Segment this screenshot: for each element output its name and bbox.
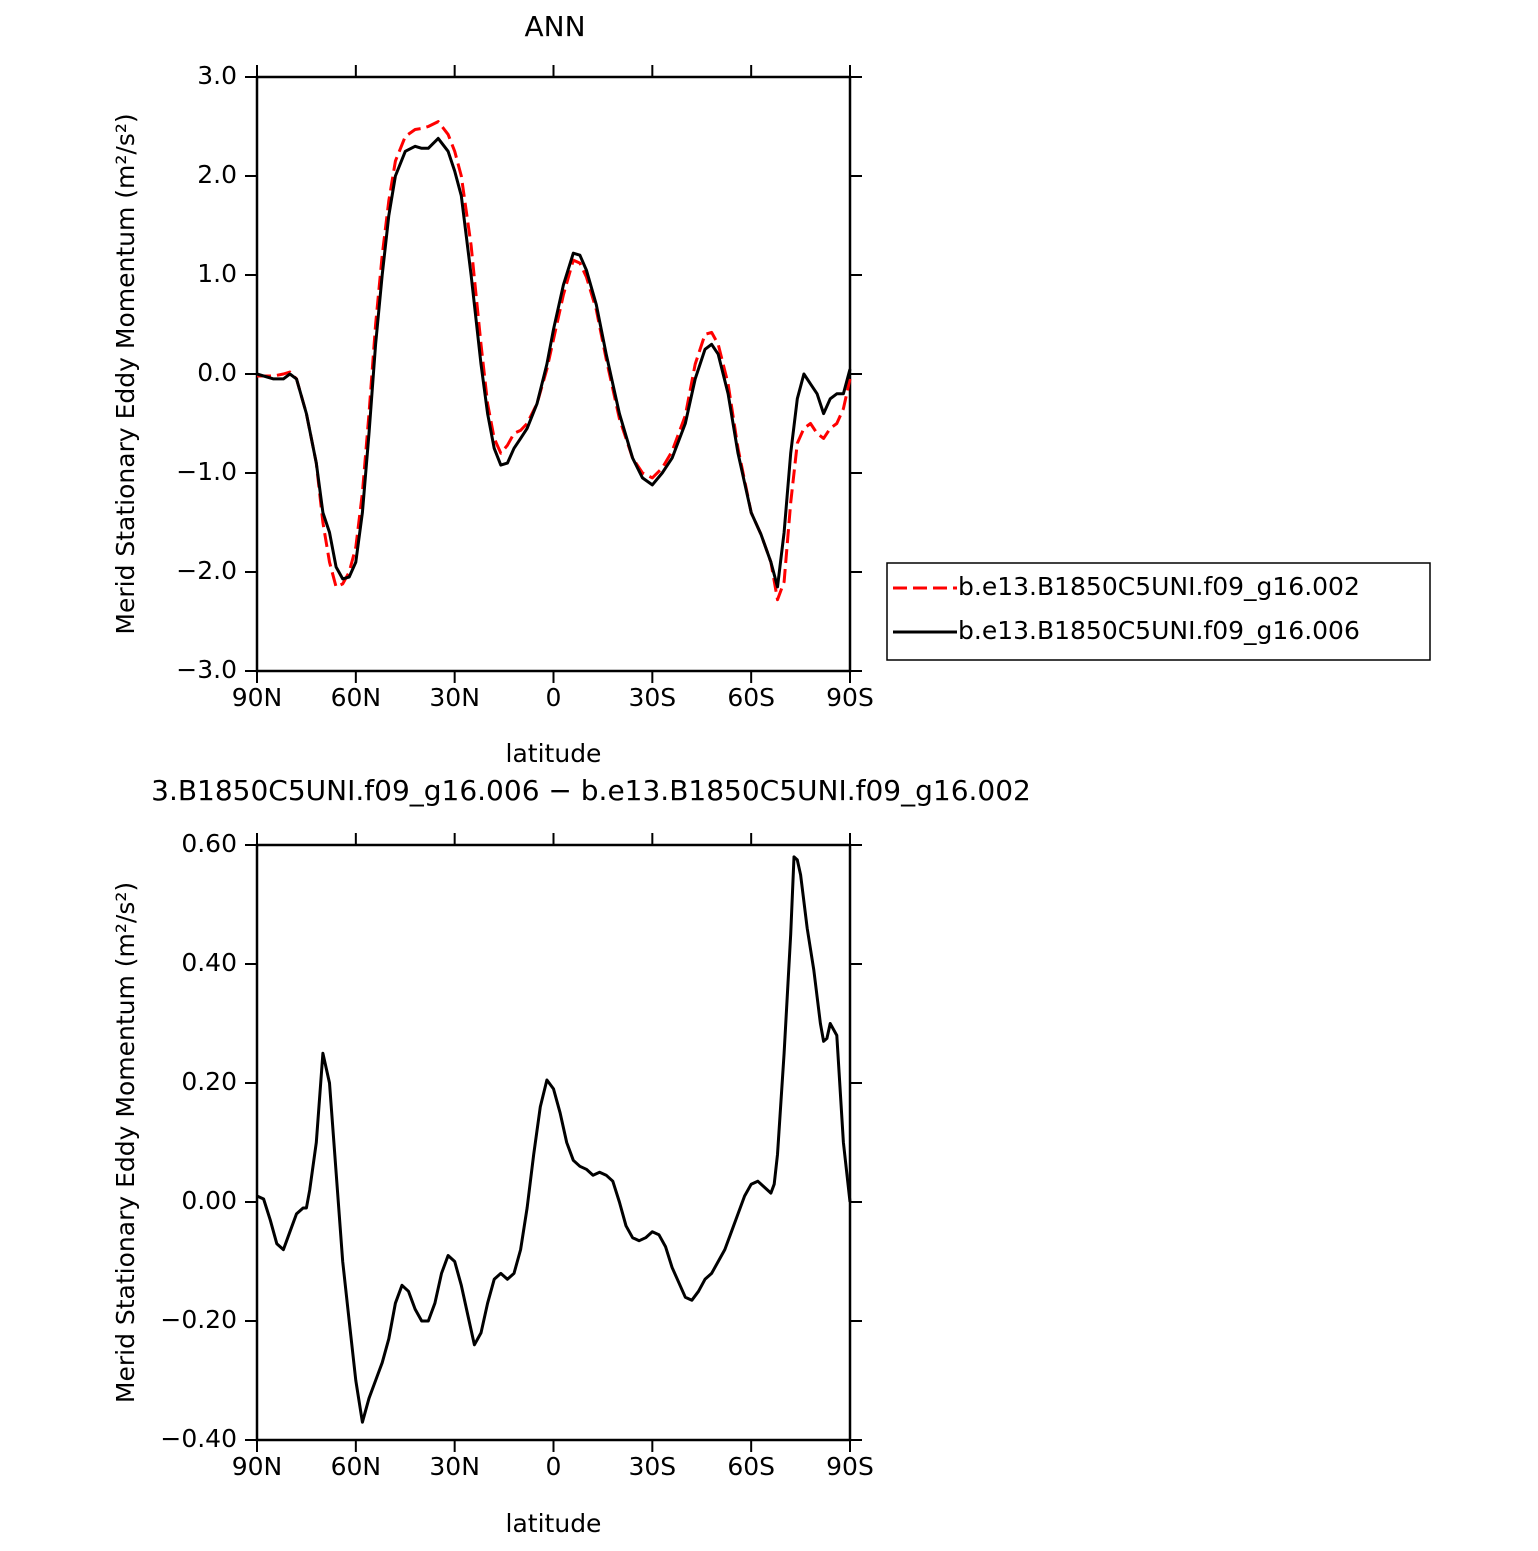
x-tick-label: 0 xyxy=(546,1452,562,1481)
x-axis-label: latitude xyxy=(506,1509,602,1538)
y-tick-label: 2.0 xyxy=(197,160,237,189)
plot-frame xyxy=(255,843,852,1442)
x-tick-label: 90N xyxy=(232,683,283,712)
x-tick-label: 60S xyxy=(727,683,775,712)
y-tick-label: −0.40 xyxy=(160,1424,237,1453)
y-tick-label: 3.0 xyxy=(197,61,237,90)
x-tick-label: 30N xyxy=(429,683,480,712)
x-tick-label: 60N xyxy=(331,1452,382,1481)
legend-label: b.e13.B1850C5UNI.f09_g16.002 xyxy=(958,572,1360,601)
x-tick-label: 0 xyxy=(546,683,562,712)
y-tick-label: −2.0 xyxy=(176,556,237,585)
x-tick-label: 90S xyxy=(826,1452,874,1481)
y-axis-label: Merid Stationary Eddy Momentum (m²/s²) xyxy=(111,882,140,1403)
y-tick-label: 0.0 xyxy=(197,358,237,387)
y-tick-label: 0.00 xyxy=(181,1186,237,1215)
y-tick-label: 1.0 xyxy=(197,259,237,288)
series-line xyxy=(256,136,852,589)
plot-frame xyxy=(255,75,852,673)
y-axis-label: Merid Stationary Eddy Momentum (m²/s²) xyxy=(111,113,140,634)
x-tick-label: 60N xyxy=(331,683,382,712)
x-axis-label: latitude xyxy=(506,739,602,768)
legend-label: b.e13.B1850C5UNI.f09_g16.006 xyxy=(958,616,1360,645)
series-line xyxy=(257,120,852,602)
chart-title: ANN xyxy=(524,10,585,43)
y-tick-label: −0.20 xyxy=(160,1305,237,1334)
y-tick-label: 0.60 xyxy=(181,829,237,858)
legend-box xyxy=(886,562,1431,661)
x-tick-label: 90S xyxy=(826,683,874,712)
x-tick-label: 30S xyxy=(628,683,676,712)
series-line xyxy=(256,855,852,1424)
x-tick-label: 60S xyxy=(727,1452,775,1481)
y-tick-label: −3.0 xyxy=(176,655,237,684)
y-tick-label: −1.0 xyxy=(176,457,237,486)
x-tick-label: 30S xyxy=(628,1452,676,1481)
x-tick-label: 90N xyxy=(232,1452,283,1481)
y-tick-label: 0.40 xyxy=(181,948,237,977)
chart-title: 3.B1850C5UNI.f09_g16.006 − b.e13.B1850C5… xyxy=(151,774,1031,807)
y-tick-label: 0.20 xyxy=(181,1067,237,1096)
x-tick-label: 30N xyxy=(429,1452,480,1481)
